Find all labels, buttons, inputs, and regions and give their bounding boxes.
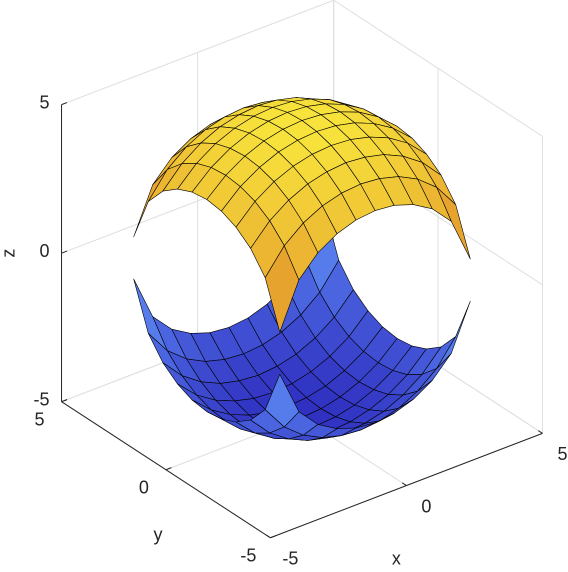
x-axis-label: x [392,548,401,568]
axes-layer [61,102,543,539]
y-tick-label: 5 [35,409,45,429]
surface-face [133,278,168,352]
x-tick [538,430,543,434]
surface-face [436,187,471,260]
surface-layer [133,97,471,441]
z-tick-label: 0 [40,241,50,261]
z-tick-label: -5 [34,389,50,409]
grid-line [333,0,543,137]
z-tick [61,102,68,106]
z-tick [61,399,68,403]
y-axis-label: y [153,524,162,544]
x-tick-label: -5 [282,549,298,569]
x-tick-label: 5 [557,444,567,464]
y-tick-label: -5 [240,546,256,566]
y-tick [165,467,172,471]
surface-face [436,300,471,369]
z-tick-label: 5 [40,92,50,112]
surface-face [283,222,319,281]
x-tick-label: 0 [421,496,431,516]
y-tick [270,535,276,539]
z-axis-label: z [0,249,18,258]
y-tick-label: 0 [139,477,149,497]
z-tick [61,250,68,254]
grid-line [61,0,334,106]
x-tick [401,482,407,486]
x-tick [265,534,271,539]
surface-face [264,373,300,428]
